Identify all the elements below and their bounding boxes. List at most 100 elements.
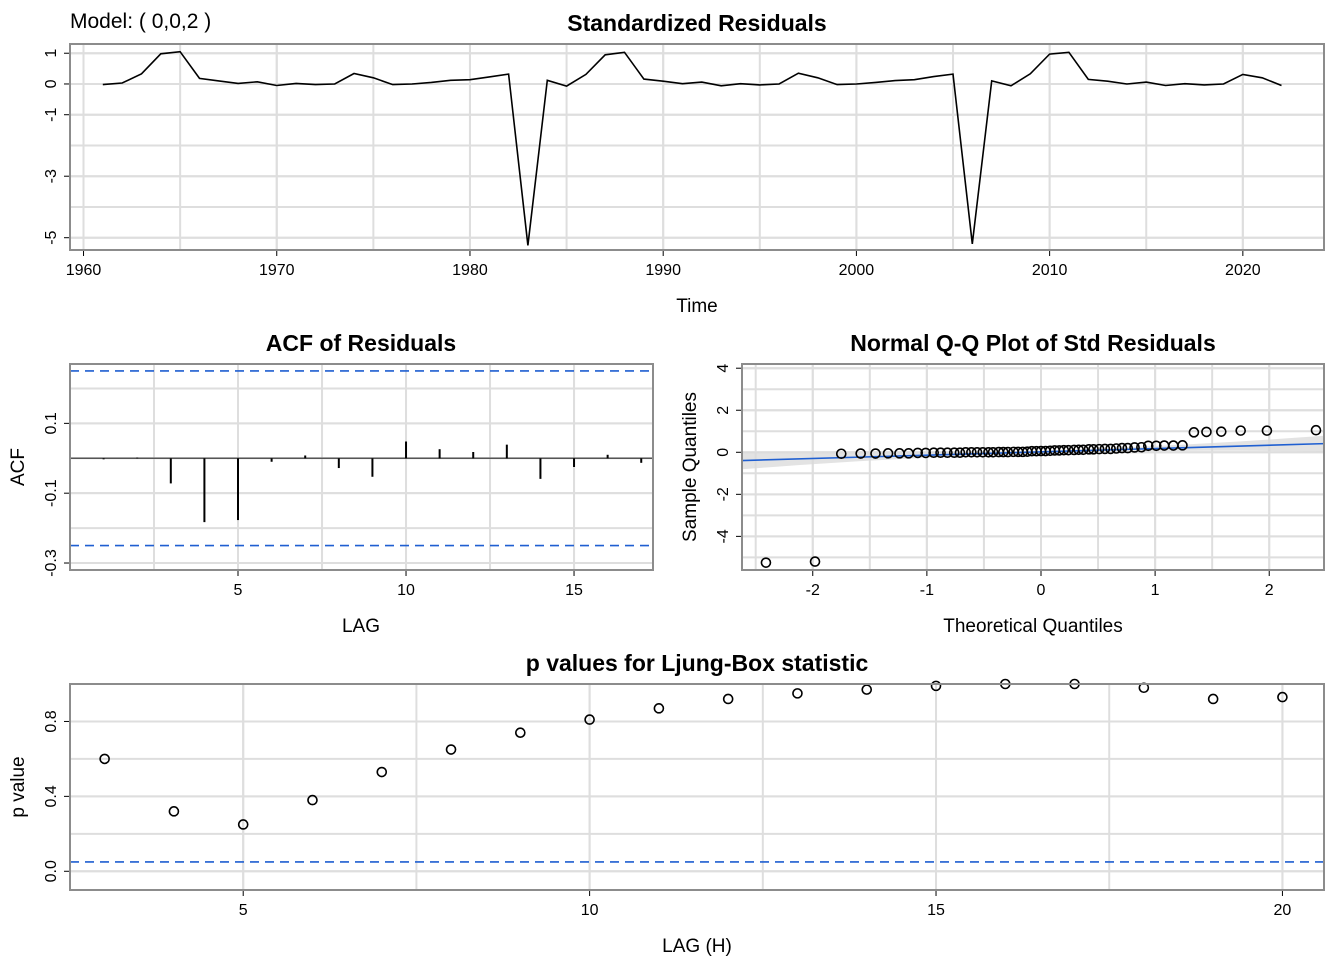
qq-point [1215, 426, 1227, 437]
y-tick-label: 1 [43, 49, 60, 58]
x-tick-label: 15 [927, 902, 945, 919]
ljung-plot: 5 10 15 20 0.8 0.4 0.0 [43, 678, 1325, 919]
x-tick-label: 1970 [259, 262, 295, 279]
plot-frame [69, 363, 654, 571]
qq-point [1077, 444, 1089, 456]
qq-point [987, 446, 999, 458]
qq-point [1116, 442, 1128, 454]
x-tick-label: 1 [1151, 582, 1160, 599]
ljung-point [376, 766, 388, 778]
qq-point [855, 448, 866, 459]
qq-point [1083, 444, 1095, 455]
qq-point [760, 557, 772, 568]
y-tick-label: 0 [43, 79, 60, 88]
ljung-xlabel: LAG (H) [662, 936, 732, 957]
qq-point [998, 446, 1009, 458]
qq-point [1099, 443, 1111, 455]
qq-point [835, 448, 847, 460]
qq-point [1111, 443, 1122, 454]
qq-point [1142, 440, 1154, 452]
acf-xlabel: LAG [342, 616, 380, 637]
qq-point [1058, 444, 1070, 456]
qq-point [1088, 444, 1099, 455]
qq-point [954, 447, 966, 459]
y-tick-label: 0.8 [43, 710, 60, 732]
acf-ylabel: ACF [8, 448, 29, 486]
qq-point [1150, 440, 1162, 452]
plot-background [70, 684, 1324, 890]
ljung-point [722, 693, 734, 705]
resid-plot: 1960 1970 1980 1990 2000 2010 2020 1 0 -1 -3 -5 [43, 43, 1325, 279]
qq-plot: -2 -1 0 1 2 4 2 0 -2 -4 [715, 363, 1325, 599]
plot-background [70, 44, 1324, 250]
x-tick-label: 15 [565, 582, 583, 599]
qq-title: Normal Q-Q Plot of Std Residuals [850, 330, 1215, 356]
qq-point [882, 448, 894, 459]
x-tick-label: -2 [806, 582, 820, 599]
ljung-point [861, 684, 873, 695]
qq-point [920, 447, 932, 459]
ljung-point [653, 703, 665, 714]
qq-point [912, 447, 924, 459]
x-tick-label: 5 [234, 582, 243, 599]
residual-series-line [102, 50, 1282, 246]
x-tick-label: 0 [1037, 582, 1046, 599]
acf-title: ACF of Residuals [266, 330, 456, 356]
qq-point [1201, 426, 1212, 438]
qq-point [971, 446, 983, 458]
y-tick-label: -0.3 [43, 549, 60, 577]
ljung-point [515, 727, 526, 738]
qq-point [1063, 444, 1074, 456]
ljung-point [1207, 693, 1219, 705]
qq-point [948, 447, 960, 459]
qq-point [942, 447, 953, 459]
y-tick-label: -2 [715, 487, 732, 501]
ljung-point [168, 806, 180, 817]
qq-point [1073, 444, 1084, 456]
plot-frame [69, 683, 1325, 891]
ljung-title: p values for Ljung-Box statistic [526, 650, 869, 676]
ljung-point [584, 714, 595, 725]
qq-point [1261, 425, 1273, 436]
x-tick-label: -1 [920, 582, 934, 599]
y-tick-label: 0 [715, 448, 732, 457]
qq-point [928, 447, 940, 459]
qq-point [1136, 441, 1147, 453]
ljung-point [99, 753, 110, 765]
resid-title: Standardized Residuals [567, 10, 826, 36]
qq-point [977, 446, 989, 458]
x-tick-label: 10 [581, 902, 599, 919]
plot-background [70, 364, 653, 570]
y-tick-label: 0.1 [43, 412, 60, 434]
qq-point [1002, 446, 1014, 458]
y-tick-label: 0.0 [43, 860, 60, 882]
qq-point [1188, 427, 1200, 438]
y-tick-label: -0.1 [43, 479, 60, 507]
qq-point [1310, 424, 1322, 436]
x-tick-label: 1990 [645, 262, 681, 279]
x-tick-label: 2000 [839, 262, 875, 279]
y-tick-label: 2 [715, 406, 732, 415]
ljung-point [792, 688, 803, 699]
qq-point [1235, 425, 1246, 436]
y-tick-label: -1 [43, 108, 60, 122]
x-tick-label: 20 [1274, 902, 1292, 919]
ljung-point [445, 744, 457, 755]
x-tick-label: 2020 [1225, 262, 1261, 279]
qq-point [1122, 442, 1134, 454]
y-tick-label: -5 [43, 230, 60, 244]
y-tick-label: 0.4 [43, 785, 60, 807]
qq-point [1093, 443, 1105, 455]
x-tick-label: 2 [1265, 582, 1274, 599]
qq-point [1129, 442, 1140, 453]
qq-point [935, 447, 946, 459]
ljung-point [237, 819, 249, 830]
plot-frame [741, 363, 1325, 571]
plot-frame [69, 43, 1325, 251]
y-tick-label: -4 [715, 529, 732, 543]
qq-point [809, 556, 821, 567]
qq-point [870, 448, 881, 459]
plot-background [742, 364, 1324, 570]
qq-point [1177, 440, 1188, 451]
